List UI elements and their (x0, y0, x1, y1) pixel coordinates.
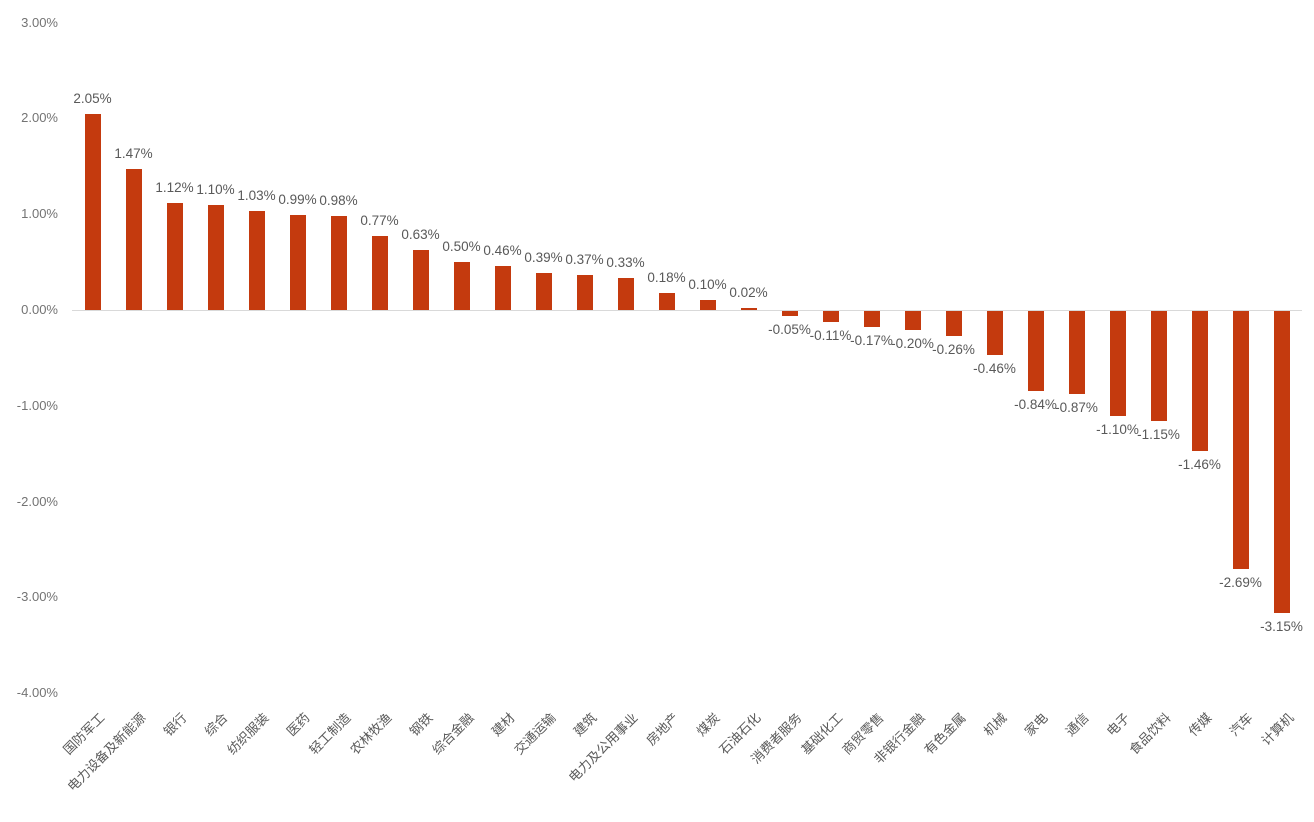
bar-value-label: 0.37% (565, 251, 604, 267)
bar (535, 272, 552, 310)
x-axis-category-label: 纺织服装 (224, 710, 273, 758)
bar (289, 215, 306, 310)
bar-value-label: -1.10% (1096, 422, 1139, 438)
x-axis-category-label: 轻工制造 (306, 710, 355, 758)
x-axis-category-label: 电子 (1104, 710, 1134, 740)
y-axis-tick-label: 3.00% (21, 14, 58, 30)
x-axis-category-label: 机械 (981, 710, 1011, 740)
bar (207, 204, 224, 310)
x-axis-category-label: 汽车 (1227, 710, 1257, 740)
bar (658, 292, 675, 310)
x-axis-category-label: 钢铁 (407, 710, 437, 740)
bar-value-label: -3.15% (1260, 618, 1303, 634)
bar (494, 265, 511, 310)
bar (453, 262, 470, 310)
x-axis-category-label: 家电 (1022, 710, 1052, 740)
bar-value-label: -0.46% (973, 361, 1016, 377)
bar (945, 311, 962, 336)
bar-value-label: 0.10% (688, 277, 727, 293)
bar (1027, 311, 1044, 392)
bar-value-label: -0.84% (1014, 397, 1057, 413)
x-axis-category-label: 基础化工 (798, 710, 847, 758)
bar (863, 311, 880, 328)
bar-value-label: 1.47% (114, 146, 153, 162)
bar-value-label: 0.50% (442, 239, 481, 255)
bar (1109, 311, 1126, 417)
bar-value-label: 1.12% (155, 179, 194, 195)
bar (1232, 311, 1249, 569)
bar (617, 278, 634, 310)
y-axis-tick-label: 1.00% (21, 206, 58, 222)
bar-value-label: -0.05% (768, 321, 811, 337)
bar-value-label: 0.33% (606, 255, 645, 271)
x-axis-category-label: 医药 (284, 710, 314, 740)
bar-value-label: -0.87% (1055, 400, 1098, 416)
bar-value-label: 0.18% (647, 269, 686, 285)
x-axis-category-label: 综合 (202, 710, 232, 740)
x-axis-line (72, 310, 1302, 311)
bar-value-label: -1.46% (1178, 456, 1221, 472)
bar (1068, 311, 1085, 395)
bar (822, 311, 839, 322)
bar-value-label: 0.77% (360, 213, 399, 229)
x-axis-category-label: 有色金属 (921, 710, 970, 758)
x-axis-category-label: 建筑 (571, 710, 601, 740)
bar-value-label: 2.05% (73, 90, 112, 106)
x-axis-category-label: 农林牧渔 (347, 710, 396, 758)
x-axis-category-label: 传媒 (1186, 710, 1216, 740)
bar (412, 249, 429, 310)
bar-value-label: -0.26% (932, 341, 975, 357)
bar-value-label: -0.11% (809, 327, 852, 343)
bar (125, 169, 142, 310)
bar-value-label: -1.15% (1137, 427, 1180, 443)
x-axis-category-label: 建材 (489, 710, 519, 740)
bar (84, 113, 101, 310)
bar-value-label: 1.10% (196, 181, 235, 197)
bar-value-label: 1.03% (237, 188, 276, 204)
x-axis-category-label: 食品饮料 (1126, 710, 1175, 758)
bar-value-label: 0.46% (483, 242, 522, 258)
bar (166, 202, 183, 310)
x-axis-category-label: 综合金融 (429, 710, 478, 758)
bar (1150, 311, 1167, 422)
y-axis-tick-label: -1.00% (16, 397, 58, 413)
y-axis-tick-label: 2.00% (21, 110, 58, 126)
bar-value-label: -0.20% (891, 336, 934, 352)
x-axis-category-label: 交通运输 (511, 710, 560, 758)
x-axis-category-label: 通信 (1063, 710, 1093, 740)
bar-value-label: -0.17% (850, 333, 893, 349)
bar (740, 308, 757, 310)
x-axis-category-label: 银行 (161, 710, 191, 740)
x-axis-category-label: 计算机 (1258, 710, 1298, 749)
bar (699, 300, 716, 310)
bar (781, 311, 798, 316)
bar (904, 311, 921, 331)
bar (1273, 311, 1290, 613)
bar-value-label: 0.99% (278, 192, 317, 208)
bar-value-label: 0.02% (729, 285, 768, 301)
x-axis-category-label: 房地产 (643, 710, 683, 749)
bar (576, 274, 593, 310)
y-axis-tick-label: -3.00% (16, 589, 58, 605)
bar (248, 211, 265, 310)
y-axis-tick-label: -2.00% (16, 493, 58, 509)
y-axis-tick-label: -4.00% (16, 685, 58, 701)
x-axis-category-label: 电力设备及新能源 (64, 710, 150, 795)
bar (1191, 311, 1208, 451)
bar-value-label: 0.63% (401, 226, 440, 242)
bar (986, 311, 1003, 356)
bar-value-label: -2.69% (1219, 574, 1262, 590)
bar-value-label: 0.98% (319, 193, 358, 209)
bar (330, 216, 347, 310)
bar-value-label: 0.39% (524, 249, 563, 265)
bar (371, 236, 388, 310)
y-axis-tick-label: 0.00% (21, 302, 58, 317)
x-axis-category-label: 煤炭 (694, 710, 724, 740)
